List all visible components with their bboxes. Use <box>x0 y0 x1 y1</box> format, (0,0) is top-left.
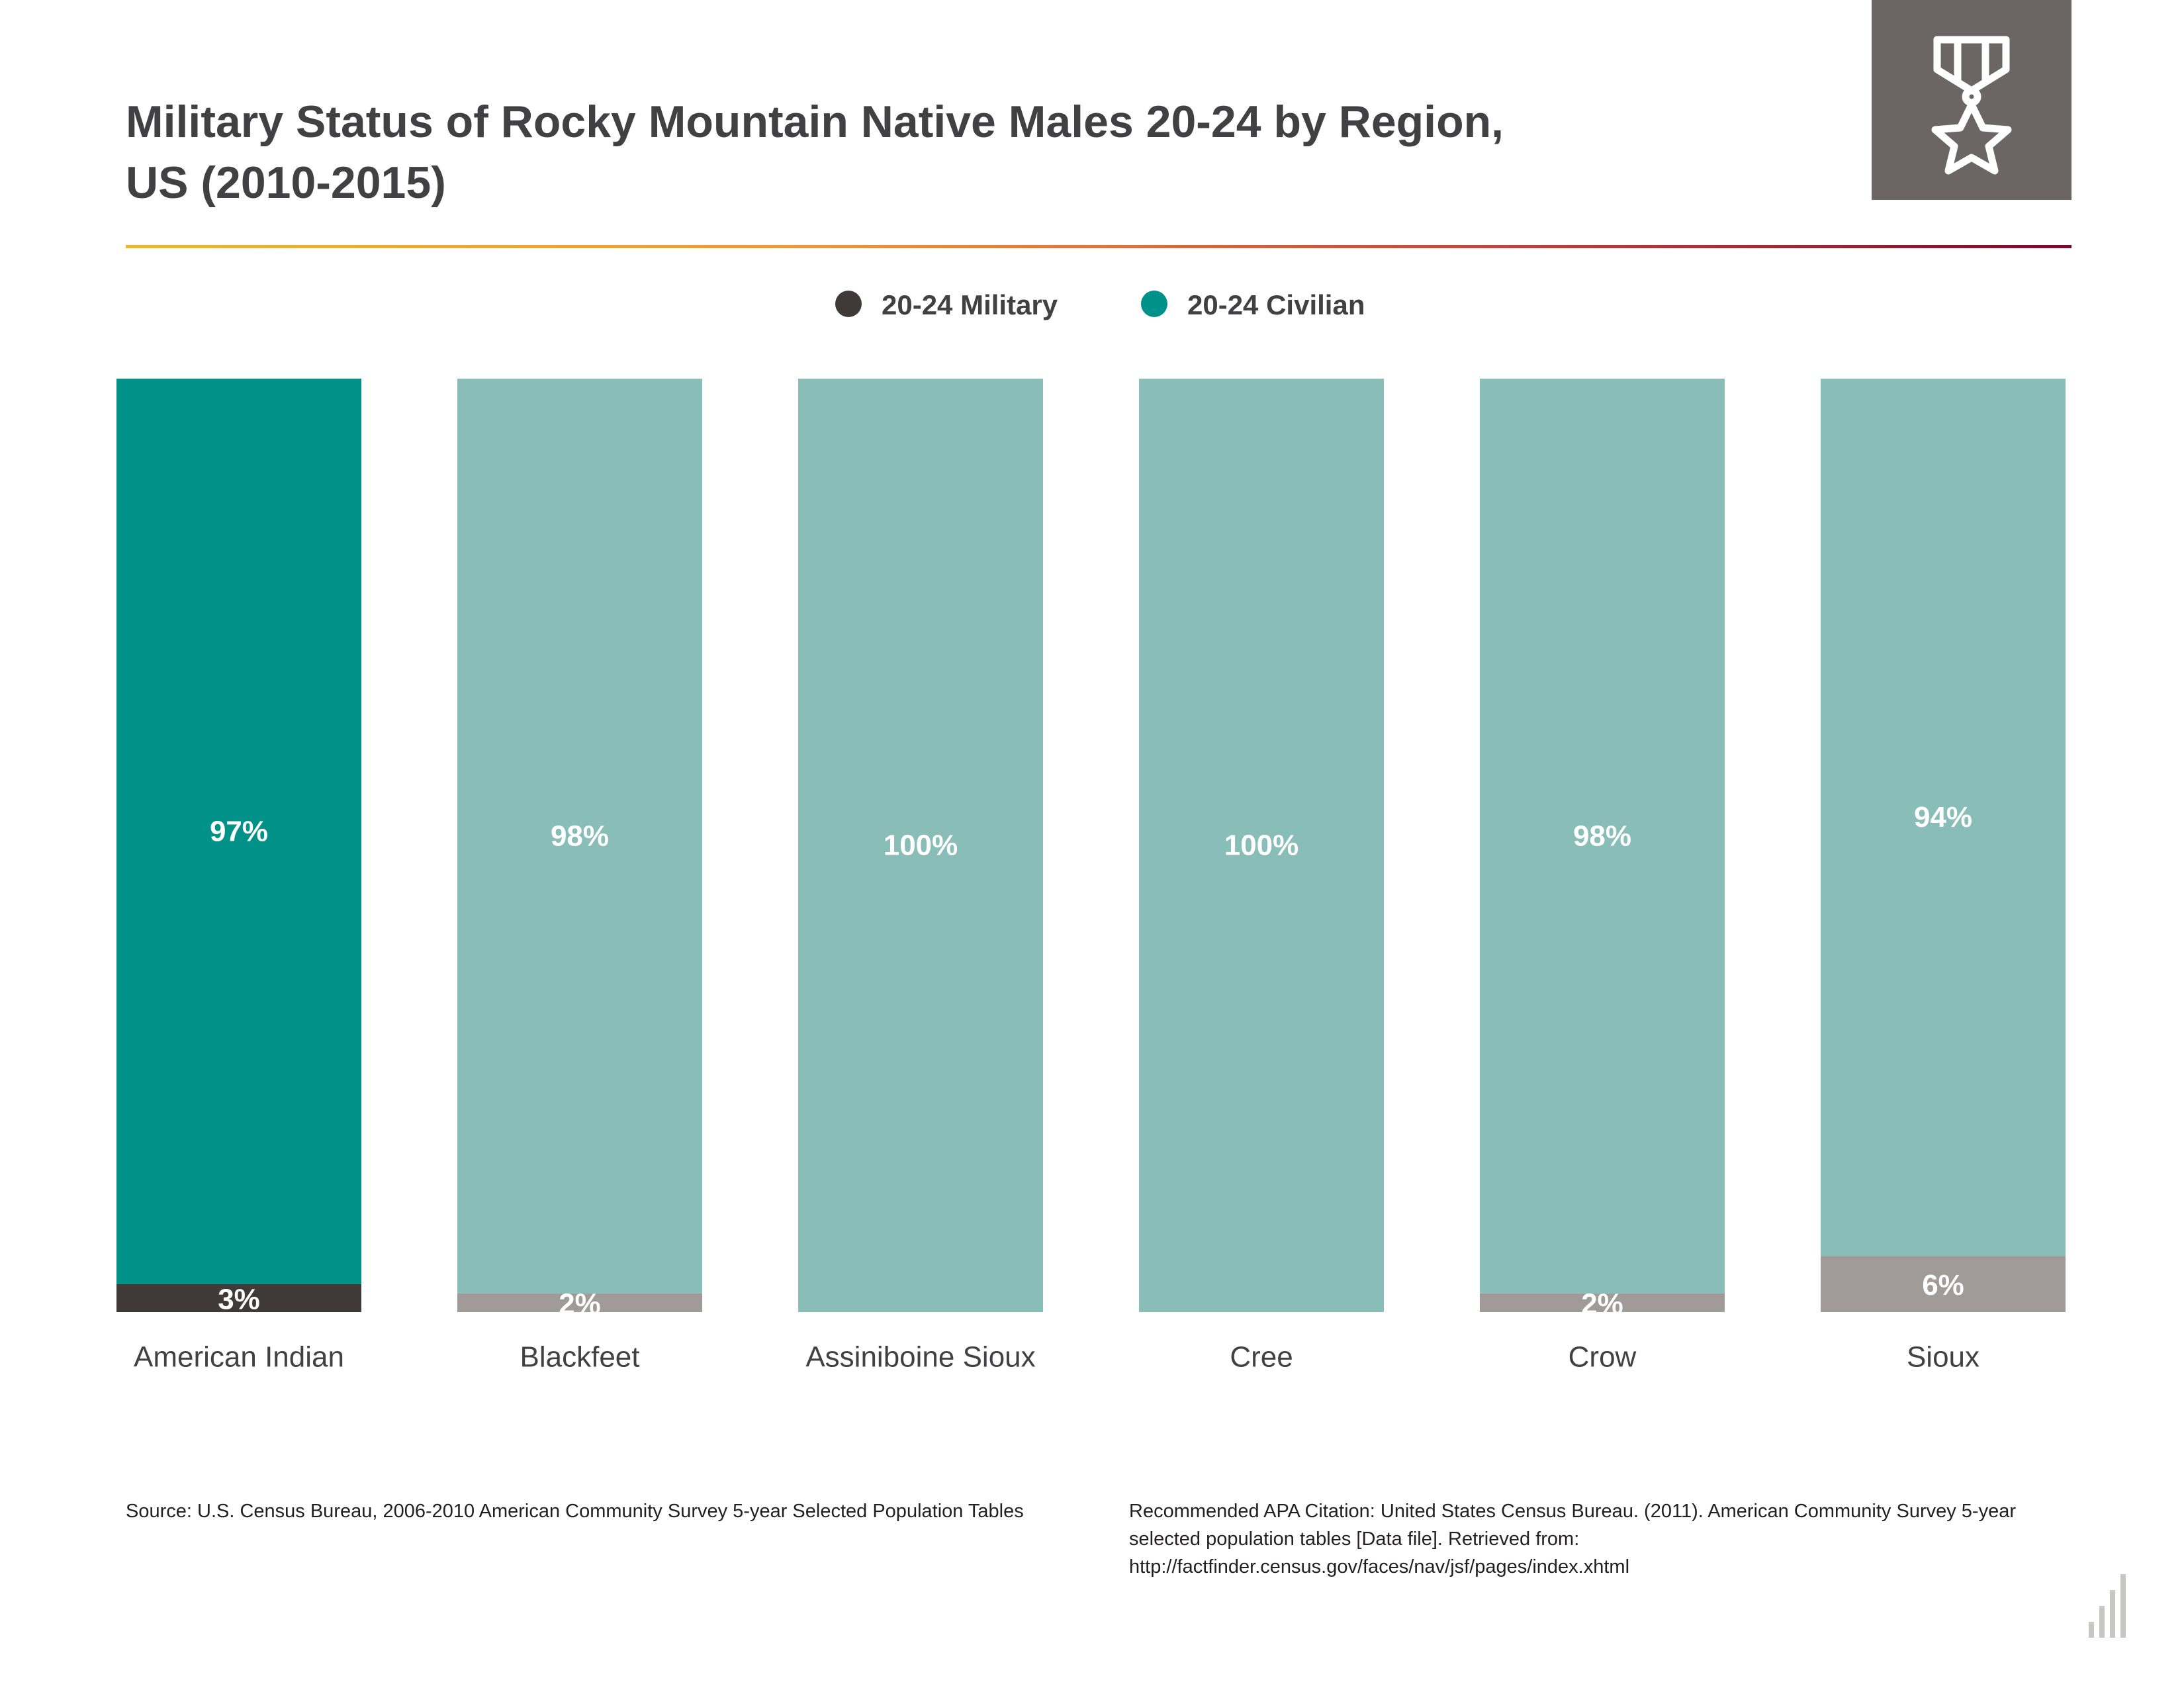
chart-legend: 20-24 Military 20-24 Civilian <box>0 289 2184 328</box>
bar-steps-logo-icon <box>2089 1574 2126 1638</box>
legend-swatch-military <box>835 291 862 317</box>
bar-military-5 <box>1821 1256 2066 1312</box>
bar-military-1 <box>457 1293 702 1312</box>
data-label-civilian-5: 94% <box>1914 801 1972 833</box>
x-tick-label-2: Assiniboine Sioux <box>805 1341 1035 1374</box>
stacked-bar-chart: 97% 3% American Indian 98% 2% Blackfeet 100% As… <box>116 379 2066 1374</box>
brand-bar-0 <box>2089 1622 2094 1638</box>
data-label-civilian-4: 98% <box>1573 820 1631 852</box>
data-label-military-0: 3% <box>218 1283 260 1315</box>
bar-civilian-0 <box>116 379 361 1284</box>
x-tick-label-3: Cree <box>1230 1341 1293 1374</box>
bar-military-4 <box>1480 1293 1725 1312</box>
data-label-military-1: 2% <box>559 1288 601 1320</box>
data-label-military-4: 2% <box>1581 1288 1623 1320</box>
bar-civilian-5 <box>1821 379 2066 1256</box>
title-divider <box>126 245 2071 248</box>
medal-star-icon <box>1872 0 2071 200</box>
data-label-military-5: 6% <box>1922 1269 1964 1301</box>
x-tick-label-4: Crow <box>1569 1341 1637 1374</box>
x-tick-label-0: American Indian <box>134 1341 344 1374</box>
data-label-civilian-1: 98% <box>551 820 609 852</box>
chart-title-line1: Military Status of Rocky Mountain Native… <box>126 97 1504 147</box>
bar-civilian-2 <box>798 379 1043 1312</box>
brand-bar-3 <box>2120 1574 2126 1638</box>
source-note: Source: U.S. Census Bureau, 2006-2010 Am… <box>126 1501 1024 1522</box>
data-label-civilian-3: 100% <box>1224 829 1299 862</box>
chart-title-line2: US (2010-2015) <box>126 158 446 208</box>
legend-label-civilian: 20-24 Civilian <box>1187 289 1365 320</box>
chart-title: Military Status of Rocky Mountain Native… <box>126 91 1648 213</box>
data-label-civilian-2: 100% <box>884 829 958 862</box>
brand-bar-1 <box>2099 1606 2105 1638</box>
bar-civilian-1 <box>457 379 702 1293</box>
bar-civilian-3 <box>1139 379 1384 1312</box>
bar-civilian-4 <box>1480 379 1725 1293</box>
data-label-civilian-0: 97% <box>210 815 268 847</box>
brand-bar-2 <box>2110 1590 2115 1638</box>
apa-citation: Recommended APA Citation: United States … <box>1129 1501 2017 1577</box>
bar-military-0 <box>116 1284 361 1312</box>
legend-label-military: 20-24 Military <box>882 289 1058 320</box>
legend-swatch-civilian <box>1141 291 1167 317</box>
x-tick-label-5: Sioux <box>1907 1341 1979 1374</box>
x-tick-label-1: Blackfeet <box>520 1341 640 1374</box>
